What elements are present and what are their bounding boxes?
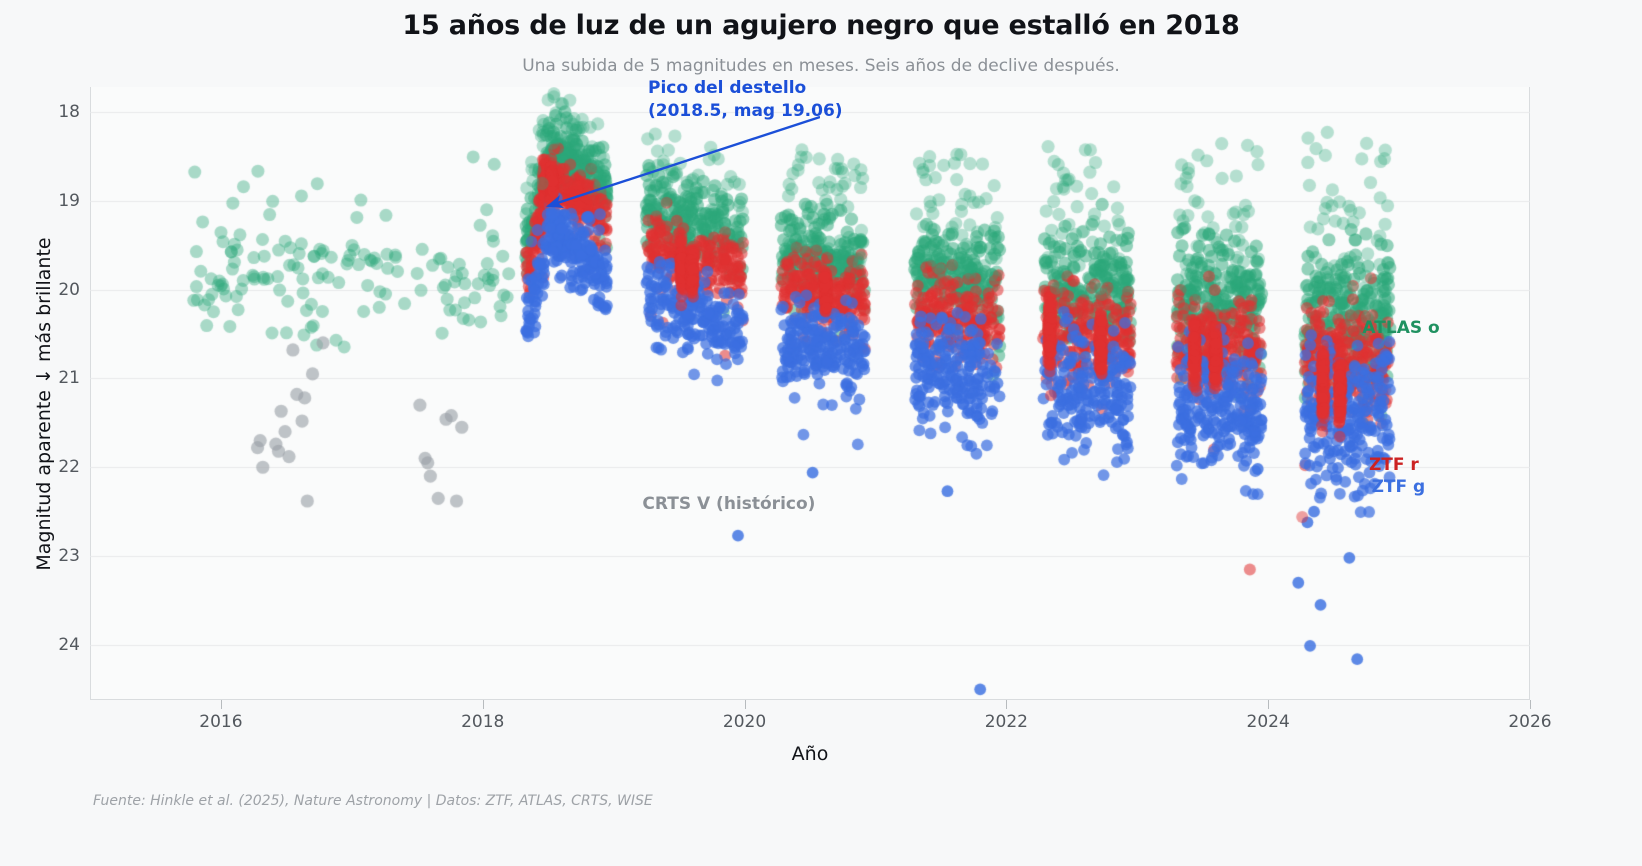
x-tick-mark — [1530, 700, 1531, 709]
peak-annotation-line1: Pico del destello — [648, 78, 807, 98]
source-note: Fuente: Hinkle et al. (2025), Nature Ast… — [93, 793, 653, 809]
x-axis-title: Año — [791, 743, 829, 765]
x-tick-mark — [1006, 700, 1008, 709]
x-tick-label: 2026 — [1508, 712, 1552, 732]
x-tick-mark — [482, 700, 484, 709]
peak-annotation-line2: (2018.5, mag 19.06) — [648, 100, 843, 121]
ztf-r-label: ZTF r — [1368, 454, 1419, 475]
x-tick-label: 2024 — [1246, 712, 1290, 732]
y-axis-ticks: 18 19 20 21 22 23 24 — [0, 0, 80, 866]
atlas-o-label: ATLAS o — [1362, 317, 1440, 338]
crts-v-label: CRTS V (histórico) — [642, 493, 816, 514]
peak-annotation: Pico del destello (2018.5, mag 19.06) — [648, 77, 843, 123]
y-tick-label: 18 — [58, 101, 80, 122]
x-tick-label: 2020 — [722, 712, 767, 732]
x-tick-mark — [220, 700, 222, 709]
page-title: 15 años de luz de un agujero negro que e… — [402, 10, 1240, 41]
y-tick-label: 21 — [58, 368, 80, 389]
x-tick-label: 2018 — [461, 712, 505, 732]
y-tick-label: 23 — [58, 546, 80, 567]
y-tick-label: 24 — [58, 634, 80, 655]
chart-subtitle: Una subida de 5 magnitudes en meses. Sei… — [522, 56, 1120, 76]
x-tick-label: 2016 — [199, 712, 243, 732]
x-tick-label: 2022 — [984, 712, 1028, 732]
y-tick-label: 22 — [58, 457, 80, 478]
x-tick-mark — [744, 700, 746, 709]
y-tick-label: 20 — [58, 279, 80, 300]
x-tick-mark — [1268, 700, 1270, 709]
ztf-g-label: ZTF g — [1371, 476, 1426, 497]
y-axis-title: Magnitud aparente ↓ más brillante — [33, 237, 55, 571]
y-tick-label: 19 — [58, 190, 80, 211]
scatter-plot-canvas — [90, 87, 1530, 700]
